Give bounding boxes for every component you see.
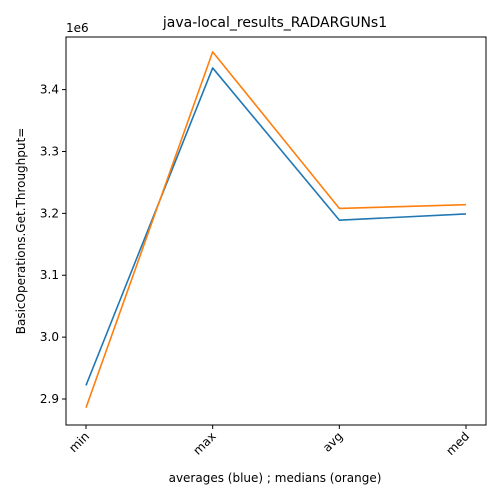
y-tick-label: 3.2 bbox=[40, 206, 59, 220]
y-tick-label: 3.0 bbox=[40, 330, 59, 344]
medians-series-line bbox=[85, 51, 467, 408]
y-axis-ticks: 2.9 3.0 3.1 3.2 3.3 3.4 bbox=[40, 83, 66, 406]
y-tick-label: 2.9 bbox=[40, 392, 59, 406]
x-axis-label: averages (blue) ; medians (orange) bbox=[169, 471, 382, 485]
y-axis-offset-label: 1e6 bbox=[66, 21, 89, 35]
y-axis-label: BasicOperations.Get.Throughput= bbox=[14, 128, 28, 335]
y-tick-label: 3.1 bbox=[40, 268, 59, 282]
chart-title: java-local_results_RADARGUNs1 bbox=[162, 15, 387, 31]
y-tick-label: 3.3 bbox=[40, 144, 59, 158]
plot-frame bbox=[65, 36, 487, 426]
averages-series-line bbox=[85, 67, 467, 386]
plot-area bbox=[85, 51, 467, 408]
y-tick-label: 3.4 bbox=[40, 83, 59, 97]
